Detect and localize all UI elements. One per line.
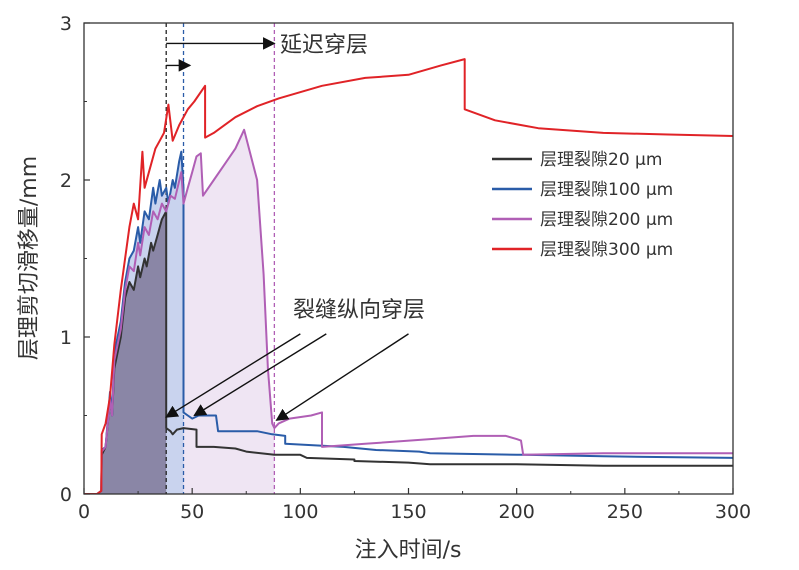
x-axis-label: 注入时间/s [355,538,462,563]
x-tick-label-5: 250 [607,501,643,523]
crack-annotation-text: 裂缝纵向穿层 [293,298,425,323]
series-line-3 [84,58,733,494]
y-tick-label-2: 2 [60,170,72,192]
y-tick-label-0: 0 [60,484,72,506]
x-tick-label-6: 300 [715,501,751,523]
series-line-2 [84,128,733,494]
axis-ticks: 0 50 100 150 200 250 300 0 1 2 3 [60,13,751,523]
x-tick-label-2: 100 [282,501,318,523]
x-tick-label-0: 0 [78,501,90,523]
y-tick-label-1: 1 [60,327,72,349]
legend-label-0: 层理裂隙20 μm [540,150,662,170]
annotations [165,37,409,421]
x-tick-label-3: 150 [390,501,426,523]
legend-label-2: 层理裂隙200 μm [540,210,673,230]
series-lines [84,58,733,494]
crack-arrow-2 [275,333,409,421]
legend-label-1: 层理裂隙100 μm [540,180,673,200]
x-tick-label-1: 50 [180,501,204,523]
x-tick-label-4: 200 [499,501,535,523]
y-tick-label-3: 3 [60,13,72,35]
legend: 层理裂隙20 μm 层理裂隙100 μm 层理裂隙200 μm 层理裂隙300 μm [492,150,673,260]
delay-annotation-text: 延迟穿层 [280,33,368,58]
crack-arrow-0 [165,333,301,418]
shaded-region-2 [84,211,167,494]
crack-arrow-1 [193,333,327,417]
legend-label-3: 层理裂隙300 μm [540,240,673,260]
y-axis-label: 层理剪切滑移量/mm [17,156,42,360]
